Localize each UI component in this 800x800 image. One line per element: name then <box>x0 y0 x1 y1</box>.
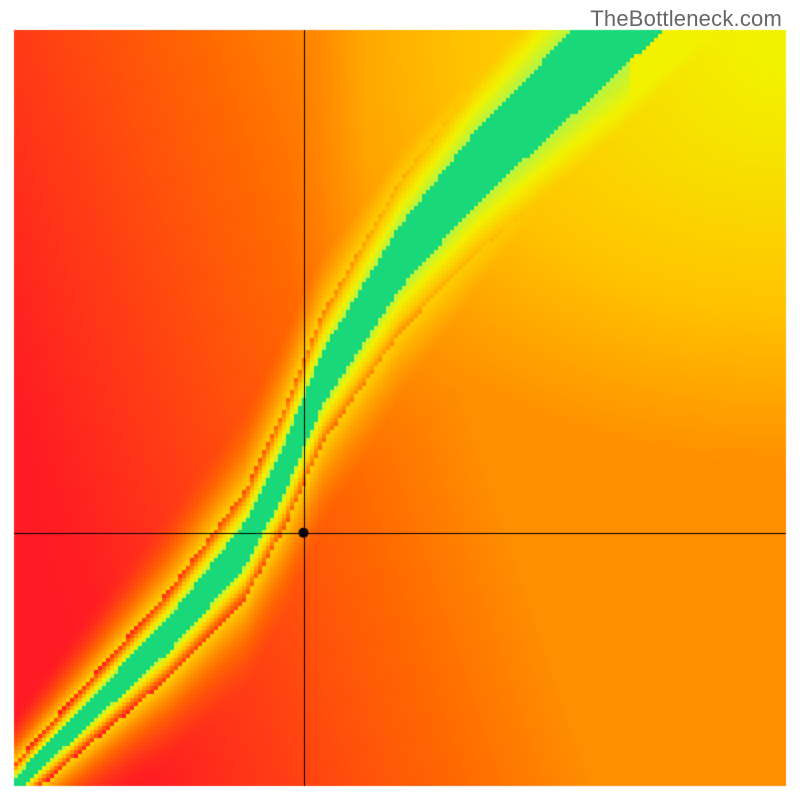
chart-container: TheBottleneck.com <box>0 0 800 800</box>
heatmap-canvas <box>0 0 800 800</box>
